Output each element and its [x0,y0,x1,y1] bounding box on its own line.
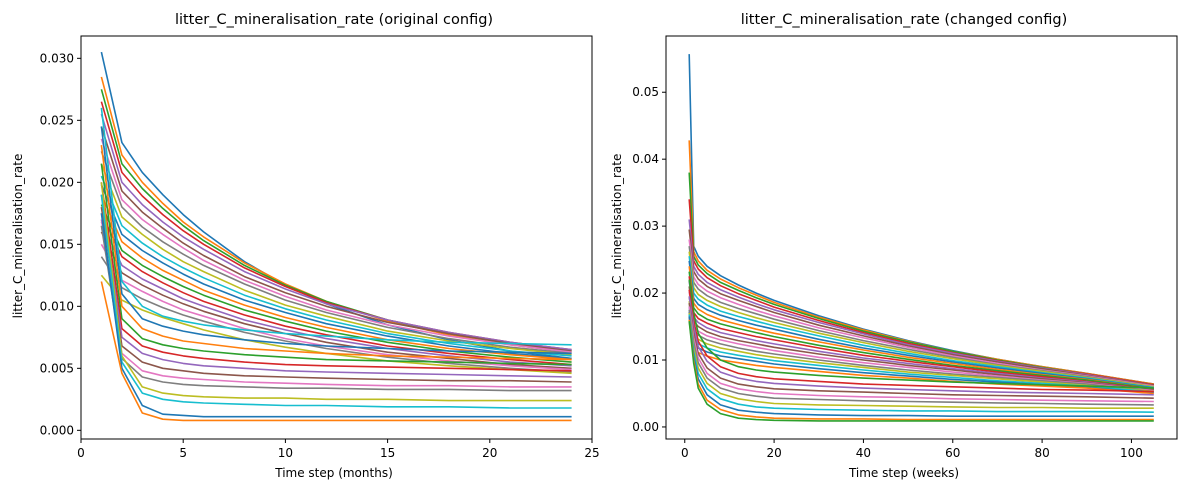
y-tick-label: 0.000 [40,423,74,437]
series-line-25 [688,302,1154,399]
series-line-6 [100,138,572,353]
series-group [100,51,572,422]
series-line-30 [688,316,1154,418]
chart-title: litter_C_mineralisation_rate (changed co… [741,12,1068,28]
series-line-16 [100,243,572,371]
y-tick-label: 0.005 [40,361,74,375]
series-line-26 [100,219,572,388]
series-line-5 [100,126,572,352]
x-tick-label: 0 [77,446,85,460]
x-tick-label: 100 [1120,446,1143,460]
series-line-25 [100,206,572,383]
series-line-19 [688,306,1154,393]
series-line-4 [100,113,572,351]
chart-changed-config: litter_C_mineralisation_rate (changed co… [610,12,1178,480]
series-line-7 [100,151,572,355]
x-tick-label: 20 [482,446,497,460]
y-tick-label: 0.03 [632,219,659,233]
axes-frame [80,35,593,440]
series-line-6 [688,239,1154,387]
x-tick-label: 15 [380,446,395,460]
series-line-12 [688,271,1154,390]
series-line-23 [100,182,572,372]
x-tick-label: 80 [1034,446,1049,460]
x-axis-label: Time step (months) [274,466,393,480]
series-line-21 [100,144,572,361]
series-line-31 [100,281,572,422]
series-line-24 [688,296,1154,396]
y-tick-label: 0.04 [632,152,659,166]
series-line-14 [100,221,572,367]
y-axis-label: litter_C_mineralisation_rate [11,154,25,319]
series-line-10 [688,260,1154,389]
axes-frame [665,35,1178,440]
series-line-20 [100,126,572,355]
y-axis-label: litter_C_mineralisation_rate [610,154,624,319]
series-line-16 [688,291,1154,392]
series-line-13 [688,276,1154,391]
series-line-26 [688,306,1154,403]
tick-group: 0 5 10 15 20 25 0.000 0.005 0.010 0.015 0.020 0.025… [40,51,600,460]
chart-title: litter_C_mineralisation_rate (original c… [175,12,493,28]
series-line-28 [100,182,572,402]
series-line-28 [688,312,1154,410]
x-tick-label: 10 [278,446,293,460]
series-line-17 [688,296,1154,393]
series-line-30 [100,213,572,418]
series-line-0 [100,51,572,360]
x-tick-label: 60 [945,446,960,460]
x-tick-label: 20 [766,446,781,460]
series-line-31 [688,319,1154,421]
x-tick-label: 40 [856,446,871,460]
series-line-8 [688,251,1154,388]
series-line-17 [100,256,572,373]
series-line-1 [100,76,572,353]
series-line-23 [688,289,1154,393]
series-line-27 [100,225,572,392]
y-tick-label: 0.020 [40,175,74,189]
y-tick-label: 0.010 [40,299,74,313]
series-line-27 [688,309,1154,406]
y-tick-label: 0.00 [632,420,659,434]
series-line-11 [100,194,572,361]
y-tick-label: 0.030 [40,51,74,65]
y-tick-label: 0.01 [632,353,659,367]
series-line-29 [100,194,572,409]
chart-original-config: litter_C_mineralisation_rate (original c… [11,12,600,480]
x-axis-label: Time step (weeks) [848,466,959,480]
series-line-14 [688,280,1154,391]
y-tick-label: 0.025 [40,113,74,127]
series-line-32 [688,321,1154,422]
y-tick-label: 0.05 [632,85,659,99]
series-line-22 [688,279,1154,389]
x-tick-label: 25 [584,446,599,460]
series-line-15 [688,286,1154,391]
series-line-8 [100,163,572,356]
series-line-10 [100,184,572,360]
series-line-19 [100,107,572,346]
series-line-29 [688,314,1154,413]
series-line-5 [688,229,1154,387]
series-line-13 [100,212,572,366]
x-tick-label: 0 [681,446,689,460]
y-tick-label: 0.015 [40,237,74,251]
series-line-11 [688,266,1154,390]
series-line-22 [100,163,572,366]
series-line-9 [100,175,572,357]
series-line-9 [688,256,1154,389]
y-tick-label: 0.02 [632,286,659,300]
series-group [688,54,1154,422]
x-tick-label: 5 [179,446,187,460]
series-line-15 [100,231,572,370]
tick-group: 0 20 40 60 80 100 0.00 0.01 0.02 0.03 0.04 0.05 [632,85,1143,460]
series-line-24 [100,194,572,378]
